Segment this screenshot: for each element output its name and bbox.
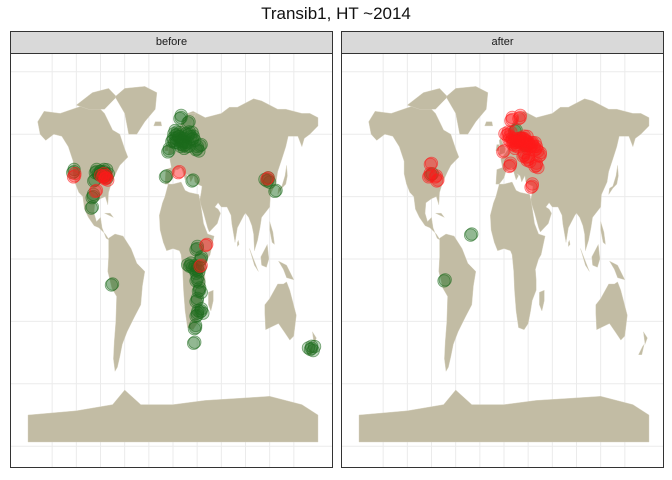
green-point xyxy=(307,339,322,354)
land-madagascar xyxy=(539,289,545,312)
land-sumatra xyxy=(580,248,590,272)
land-japan xyxy=(608,165,619,195)
green-point xyxy=(187,336,201,350)
red-point xyxy=(525,177,539,191)
green-point xyxy=(437,274,451,288)
land-arctic-islands xyxy=(406,88,448,110)
green-point xyxy=(189,318,203,332)
land-new-guinea xyxy=(608,260,626,281)
land-greenland xyxy=(114,86,158,135)
land-australia xyxy=(264,281,297,341)
green-point xyxy=(193,139,207,153)
land-cuba xyxy=(104,212,114,218)
land-new-zealand-south xyxy=(638,344,645,355)
world-map-before xyxy=(11,54,332,467)
land-south-america xyxy=(107,233,146,372)
red-point xyxy=(496,145,510,159)
green-point xyxy=(268,184,282,198)
red-point xyxy=(88,184,102,198)
land-philippines xyxy=(600,221,606,245)
land-eurasia xyxy=(164,98,319,251)
green-point xyxy=(185,174,199,188)
land-philippines xyxy=(269,221,275,245)
green-point xyxy=(464,228,478,242)
facet-panel-after: after xyxy=(341,31,664,468)
red-point xyxy=(68,166,82,181)
map-plot-before xyxy=(11,54,332,467)
red-point xyxy=(430,174,444,188)
green-point xyxy=(158,170,172,184)
land-north-america xyxy=(368,104,460,241)
green-point xyxy=(104,278,119,292)
land-greenland xyxy=(445,86,489,135)
green-point xyxy=(174,139,188,154)
red-point xyxy=(171,166,185,180)
facet-strip-before: before xyxy=(11,32,332,54)
land-antarctica-edge xyxy=(27,389,319,443)
land-madagascar xyxy=(208,289,214,312)
chart-title: Transib1, HT ~2014 xyxy=(261,4,411,23)
red-point xyxy=(533,146,547,160)
red-point xyxy=(101,173,115,187)
land-new-zealand-north xyxy=(643,331,648,345)
land-cuba xyxy=(435,212,445,218)
land-borneo xyxy=(260,243,270,268)
facet-strip-after: after xyxy=(342,32,663,54)
land-masses xyxy=(27,86,319,443)
red-point xyxy=(199,238,213,253)
red-point xyxy=(531,161,545,175)
map-plot-after xyxy=(342,54,663,467)
land-arctic-islands xyxy=(75,88,117,110)
green-point xyxy=(84,201,98,215)
land-sri-lanka xyxy=(237,239,240,248)
red-point xyxy=(260,172,274,186)
land-great-britain xyxy=(498,138,506,156)
land-australia xyxy=(595,281,628,341)
land-africa xyxy=(490,181,546,330)
land-north-america xyxy=(37,104,129,241)
red-point xyxy=(504,156,518,170)
red-point xyxy=(193,259,207,273)
land-sumatra xyxy=(249,248,259,272)
green-point xyxy=(181,258,195,272)
world-map-after xyxy=(342,54,663,467)
green-point xyxy=(181,116,195,130)
land-borneo xyxy=(591,243,601,268)
red-points xyxy=(66,165,275,273)
red-points xyxy=(422,108,547,194)
land-iceland xyxy=(484,121,493,127)
land-iceland xyxy=(153,121,162,127)
green-point xyxy=(190,306,204,320)
land-new-guinea xyxy=(277,260,295,281)
land-antarctica-edge xyxy=(358,389,650,443)
land-south-america xyxy=(438,233,477,372)
facet-panel-before: before xyxy=(10,31,333,468)
land-sri-lanka xyxy=(568,239,571,248)
red-point xyxy=(513,108,527,122)
